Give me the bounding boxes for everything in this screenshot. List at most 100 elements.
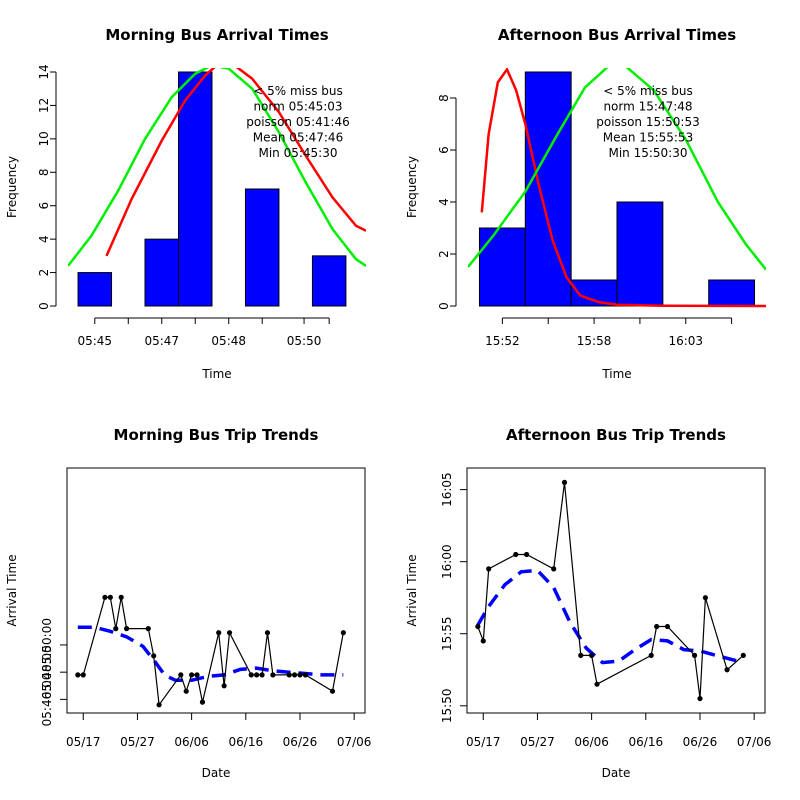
histogram-bar xyxy=(244,188,280,307)
y-tick-label: 15:50 xyxy=(440,688,454,723)
arrival-line xyxy=(77,596,344,707)
data-point xyxy=(551,566,557,572)
data-point xyxy=(226,630,233,636)
data-point xyxy=(578,652,584,658)
data-point xyxy=(340,630,346,636)
x-axis-label: Date xyxy=(202,766,231,780)
x-tick-label: 05/17 xyxy=(466,735,501,749)
histogram-bar xyxy=(311,255,347,307)
data-point xyxy=(594,681,600,687)
data-point xyxy=(270,672,276,678)
data-point xyxy=(259,672,265,678)
chart-title: Afternoon Bus Arrival Times xyxy=(498,26,736,44)
y-tick-label: 16:00 xyxy=(440,544,454,579)
data-point xyxy=(124,626,130,632)
stats-annotation: < 5% miss bus xyxy=(603,84,693,98)
x-tick-label: 06/16 xyxy=(629,735,664,749)
x-tick-label: 05:48 xyxy=(211,334,246,348)
y-tick-label: 14 xyxy=(37,64,51,79)
data-point xyxy=(513,551,519,558)
y-tick-label: 4 xyxy=(37,235,51,243)
x-tick-label: 15:58 xyxy=(577,334,612,348)
y-tick-label: 2 xyxy=(37,269,51,277)
chart-title: Afternoon Bus Trip Trends xyxy=(506,426,726,444)
y-axis-label: Frequency xyxy=(405,156,419,218)
data-point xyxy=(107,594,113,600)
histogram-bar xyxy=(77,272,113,307)
y-tick-label: 10 xyxy=(37,131,51,146)
data-point xyxy=(102,594,108,600)
stats-annotation: norm 15:47:48 xyxy=(603,100,692,114)
y-tick-label: 6 xyxy=(37,202,51,210)
data-point xyxy=(561,479,568,486)
normal-curve xyxy=(468,68,766,271)
afternoon-trends-panel: Afternoon Bus Trip Trends Date Arrival Tim… xyxy=(405,426,771,780)
x-tick-label: 15:52 xyxy=(485,334,520,348)
y-axis-label: Arrival Time xyxy=(5,554,19,626)
data-point xyxy=(524,551,530,558)
stats-annotation: Min 15:50:30 xyxy=(608,146,687,160)
y-tick-label: 05:48:00 xyxy=(40,645,54,699)
data-point xyxy=(145,626,151,632)
x-tick-label: 07/06 xyxy=(737,735,772,749)
poisson-curve xyxy=(480,68,766,308)
data-point xyxy=(724,667,730,673)
data-point xyxy=(254,672,260,678)
trend-line xyxy=(77,625,344,683)
data-point xyxy=(183,688,189,694)
chart-title: Morning Bus Trip Trends xyxy=(114,426,319,444)
y-tick-label: 8 xyxy=(37,168,51,176)
arrival-line xyxy=(477,482,744,699)
data-point xyxy=(286,672,292,678)
data-point xyxy=(302,672,308,678)
histogram-bar xyxy=(177,71,213,307)
y-tick-label: 0 xyxy=(437,302,451,310)
normal-curve xyxy=(68,68,366,267)
data-point xyxy=(194,672,200,678)
data-point xyxy=(291,672,298,678)
x-tick-label: 07/06 xyxy=(337,735,372,749)
data-point xyxy=(264,630,271,636)
data-point xyxy=(297,672,303,678)
data-point xyxy=(691,652,698,658)
histogram-bar xyxy=(144,238,179,307)
y-tick-label: 05:50:00 xyxy=(40,618,54,672)
y-tick-label: 12 xyxy=(37,98,51,113)
data-point xyxy=(199,699,206,705)
x-axis-label: Date xyxy=(602,766,631,780)
afternoon-arrivals-panel: Afternoon Bus Arrival Times Time Frequency… xyxy=(405,26,766,381)
histogram-bar xyxy=(616,201,664,307)
data-point xyxy=(216,630,222,636)
data-point xyxy=(329,688,336,694)
stats-annotation: Mean 05:47:46 xyxy=(253,131,343,145)
data-point xyxy=(113,626,119,632)
poisson-curve xyxy=(105,68,366,257)
x-tick-label: 06/26 xyxy=(283,735,318,749)
data-point xyxy=(697,695,703,702)
stats-annotation: Mean 15:55:53 xyxy=(603,131,693,145)
x-tick-label: 05/17 xyxy=(66,735,101,749)
histogram-bar xyxy=(524,71,572,307)
x-tick-label: 06/06 xyxy=(174,735,209,749)
histogram-bar xyxy=(708,279,756,307)
x-tick-label: 05:50 xyxy=(287,334,322,348)
data-point xyxy=(221,683,227,689)
y-tick-label: 16:05 xyxy=(440,472,454,507)
y-axis-label: Frequency xyxy=(5,156,19,218)
trend-line xyxy=(476,568,744,665)
data-point xyxy=(156,702,162,708)
y-tick-label: 8 xyxy=(437,94,451,102)
y-tick-label: 0 xyxy=(37,302,51,310)
data-point xyxy=(654,623,660,630)
data-point xyxy=(740,652,746,658)
data-point xyxy=(178,672,184,678)
data-point xyxy=(189,672,195,678)
x-tick-label: 06/06 xyxy=(574,735,609,749)
data-point xyxy=(702,595,709,601)
morning-trends-panel: Morning Bus Trip Trends Date Arrival Time 0… xyxy=(5,426,371,780)
data-point xyxy=(80,672,86,678)
stats-annotation: < 5% miss bus xyxy=(253,84,343,98)
x-axis-label: Time xyxy=(601,367,631,381)
x-tick-label: 06/16 xyxy=(229,735,264,749)
